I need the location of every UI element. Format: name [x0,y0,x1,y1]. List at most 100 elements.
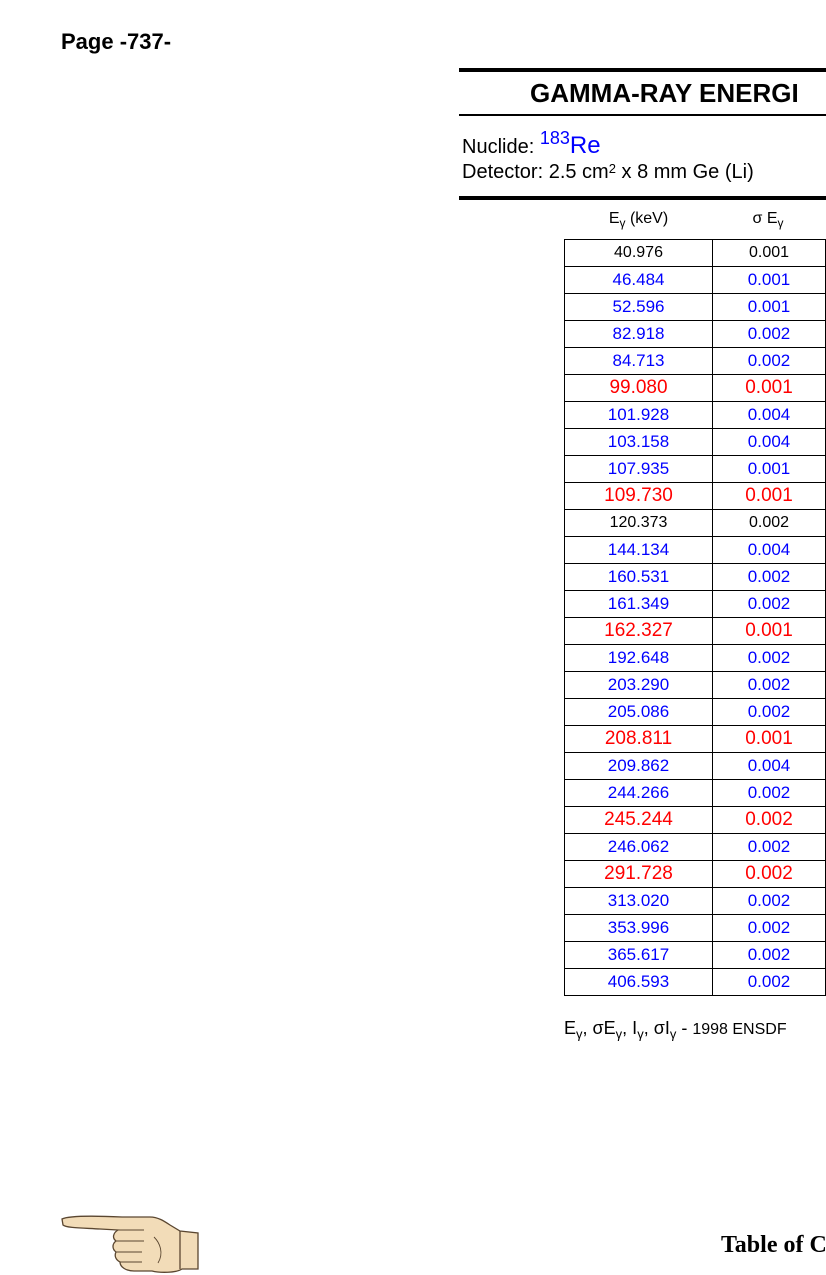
energy-cell: 203.290 [564,671,713,699]
sigma-energy-cell: 0.002 [712,320,826,348]
footnote-source: 1998 ENSDF [692,1021,787,1038]
table-row: 101.928 0.004 [564,401,826,429]
sigma-energy-cell: 0.002 [712,347,826,375]
pointing-hand-icon[interactable] [60,1213,200,1275]
energy-symbol: E [608,210,620,227]
sigma-energy-cell: 0.001 [712,617,826,645]
energy-cell: 313.020 [564,887,713,915]
sigma-energy-cell: 0.004 [712,401,826,429]
footnote-separator: , [622,1018,633,1038]
sigma-energy-cell: 0.002 [712,563,826,591]
sigma-energy-cell: 0.002 [712,941,826,969]
table-of-contents-link[interactable]: Table of C [721,1232,826,1258]
sigma-energy-cell: 0.001 [712,293,826,321]
table-row: 244.266 0.002 [564,779,826,807]
gamma-energy-table: 40.976 0.001 46.484 0.001 52.596 0.001 82.918 0… [564,239,826,996]
table-row: 46.484 0.001 [564,266,826,294]
energy-cell: 209.862 [564,752,713,780]
energy-subscript: γ [619,216,626,231]
energy-cell: 52.596 [564,293,713,321]
page-number: Page -737- [61,29,172,54]
sigma-energy-cell: 0.001 [712,266,826,294]
energy-cell: 46.484 [564,266,713,294]
sigma-energy-cell: 0.004 [712,752,826,780]
sigma-energy-cell: 0.004 [712,536,826,564]
footnote-subscript: γ [576,1026,583,1042]
table-row: 160.531 0.002 [564,563,826,591]
energy-cell: 244.266 [564,779,713,807]
sigma-energy-cell: 0.002 [712,590,826,618]
energy-cell: 365.617 [564,941,713,969]
header-separator-rule [459,196,826,200]
sigma-energy-cell: 0.002 [712,860,826,888]
table-row: 52.596 0.001 [564,293,826,321]
footnote-separator: - [676,1018,693,1038]
sigma-energy-cell: 0.001 [712,239,826,267]
detector-prefix: Detector: 2.5 cm [462,161,609,183]
energy-cell: 144.134 [564,536,713,564]
energy-cell: 406.593 [564,968,713,996]
page-title: GAMMA-RAY ENERGI [530,78,799,108]
energy-unit: (keV) [625,210,669,227]
energy-cell: 40.976 [564,239,713,267]
column-header-sigma: σ Eγ [712,210,824,230]
sigma-symbol: σ E [752,210,778,227]
energy-cell: 103.158 [564,428,713,456]
energy-cell: 353.996 [564,914,713,942]
sigma-energy-cell: 0.002 [712,671,826,699]
sigma-subscript: γ [777,216,784,231]
table-row: 40.976 0.001 [564,239,826,267]
footnote-subscript: γ [669,1026,677,1042]
table-row: 120.373 0.002 [564,509,826,537]
nuclide-mass-number: 183 [539,128,570,148]
detector-line: Detector: 2.5 cm2 x 8 mm Ge (Li) [462,161,754,184]
sigma-energy-cell: 0.002 [712,509,826,537]
energy-cell: 120.373 [564,509,713,537]
title-top-rule [459,68,826,72]
sigma-energy-cell: 0.001 [712,725,826,753]
energy-cell: 84.713 [564,347,713,375]
sigma-energy-cell: 0.002 [712,968,826,996]
sigma-energy-cell: 0.002 [712,833,826,861]
footnote: Eγ, σEγ, Iγ, σIγ - 1998 ENSDF [564,1018,787,1042]
detector-superscript: 2 [608,161,616,176]
detector-suffix: x 8 mm Ge (Li) [615,161,754,183]
footnote-symbol: E [564,1018,577,1038]
energy-cell: 205.086 [564,698,713,726]
footnote-symbol: I [632,1018,638,1038]
table-row: 161.349 0.002 [564,590,826,618]
table-row: 107.935 0.001 [564,455,826,483]
sigma-energy-cell: 0.002 [712,644,826,672]
sigma-energy-cell: 0.001 [712,374,826,402]
table-row: 291.728 0.002 [564,860,826,888]
table-row: 109.730 0.001 [564,482,826,510]
table-row: 162.327 0.001 [564,617,826,645]
title-bottom-rule [459,114,826,116]
footnote-separator: , [643,1018,654,1038]
energy-cell: 161.349 [564,590,713,618]
nuclide-label: Nuclide: [462,136,535,158]
table-row: 406.593 0.002 [564,968,826,996]
sigma-energy-cell: 0.002 [712,914,826,942]
table-row: 84.713 0.002 [564,347,826,375]
table-row: 205.086 0.002 [564,698,826,726]
table-row: 208.811 0.001 [564,725,826,753]
energy-cell: 109.730 [564,482,713,510]
energy-cell: 162.327 [564,617,713,645]
table-row: 245.244 0.002 [564,806,826,834]
nuclide-symbol: Re [569,132,601,159]
sigma-energy-cell: 0.002 [712,779,826,807]
footnote-symbol: σE [592,1018,616,1038]
table-row: 365.617 0.002 [564,941,826,969]
energy-cell: 160.531 [564,563,713,591]
energy-cell: 99.080 [564,374,713,402]
sigma-energy-cell: 0.001 [712,482,826,510]
energy-cell: 246.062 [564,833,713,861]
footnote-subscript: γ [615,1026,623,1042]
energy-cell: 192.648 [564,644,713,672]
sigma-energy-cell: 0.001 [712,455,826,483]
footnote-separator: , [582,1018,593,1038]
energy-cell: 208.811 [564,725,713,753]
table-row: 82.918 0.002 [564,320,826,348]
table-row: 203.290 0.002 [564,671,826,699]
